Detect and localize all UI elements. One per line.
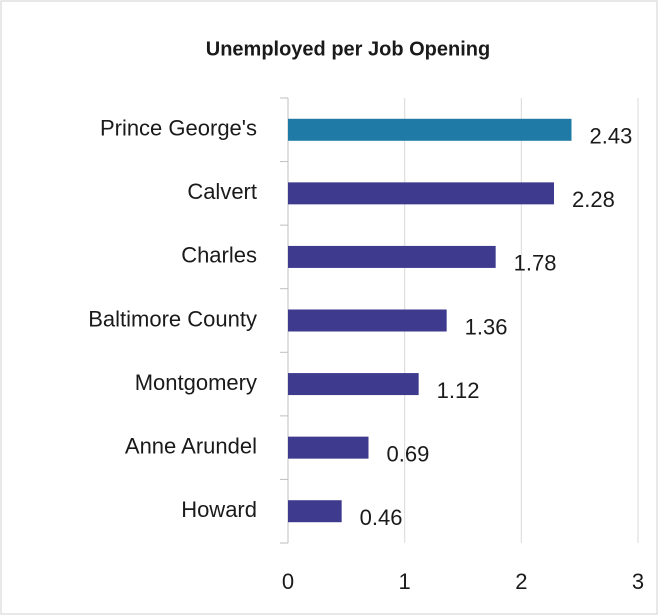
y-tick-label: Baltimore County (88, 306, 257, 331)
value-label: 0.46 (360, 505, 403, 530)
y-tick-label: Prince George's (100, 116, 257, 141)
chart-title: Unemployed per Job Opening (206, 38, 490, 60)
x-tick-label: 3 (632, 569, 644, 594)
value-label: 1.36 (465, 314, 508, 339)
y-tick-label: Calvert (187, 179, 257, 204)
y-tick-label: Charles (181, 243, 257, 268)
x-tick-label: 2 (515, 569, 527, 594)
bar (288, 309, 447, 332)
value-label: 1.12 (437, 378, 480, 403)
bar (288, 245, 496, 268)
y-tick-label: Howard (181, 497, 257, 522)
value-label: 2.28 (572, 187, 615, 212)
value-label: 2.43 (590, 124, 633, 149)
y-tick-label: Anne Arundel (125, 433, 257, 458)
bar (288, 118, 572, 141)
bar (288, 373, 419, 396)
value-label: 1.78 (514, 251, 557, 276)
x-tick-label: 0 (282, 569, 294, 594)
bar (288, 436, 369, 459)
bar (288, 500, 342, 523)
bar (288, 182, 554, 205)
value-label: 0.69 (387, 441, 430, 466)
x-tick-label: 1 (399, 569, 411, 594)
y-tick-label: Montgomery (135, 370, 257, 395)
